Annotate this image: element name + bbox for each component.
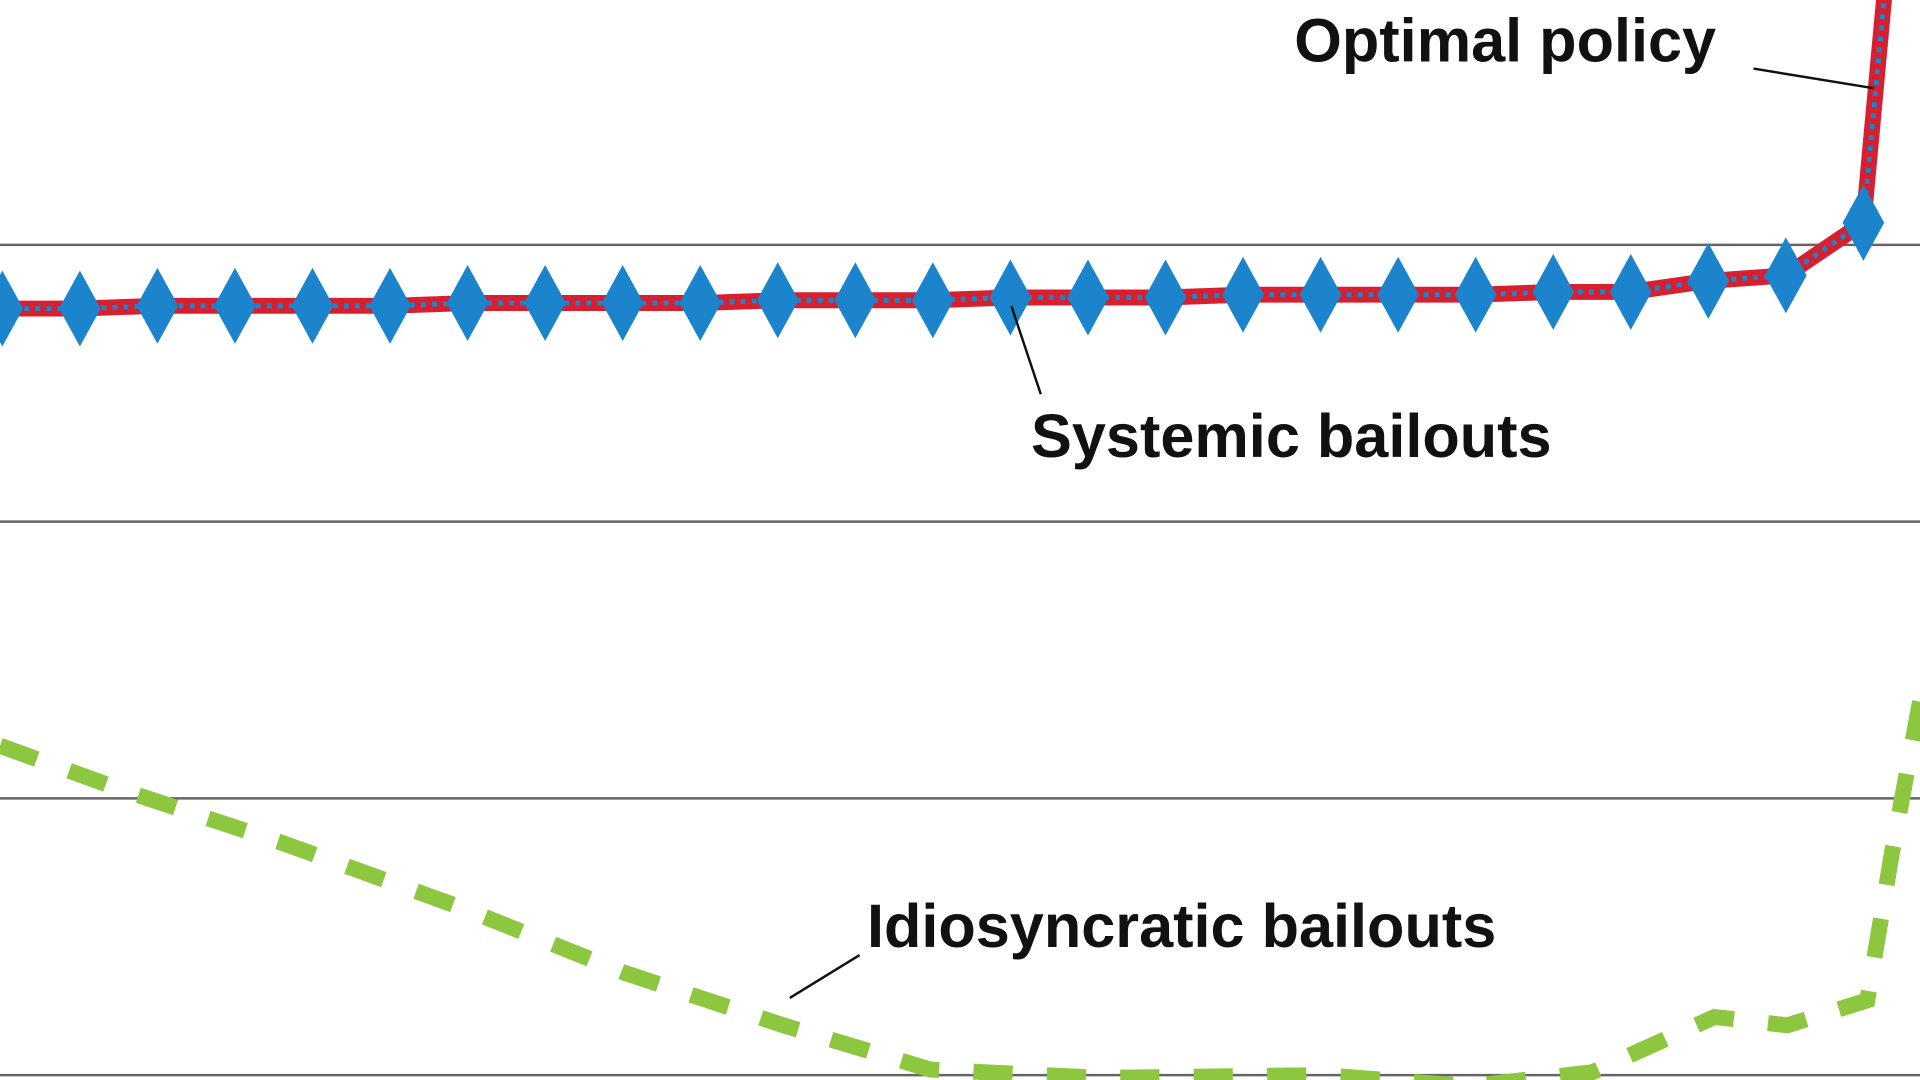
- marker: [369, 267, 411, 344]
- series-label: Optimal policy: [1294, 6, 1716, 74]
- marker: [1842, 184, 1885, 261]
- marker: [1067, 259, 1109, 336]
- marker: [446, 265, 489, 341]
- line: [0, 700, 1920, 1080]
- series-label: Systemic bailouts: [1031, 402, 1552, 470]
- marker: [1687, 242, 1730, 319]
- marker: [1377, 256, 1419, 333]
- marker: [912, 262, 954, 339]
- marker: [834, 262, 877, 339]
- marker: [136, 267, 179, 344]
- series-label: Idiosyncratic bailouts: [867, 892, 1496, 960]
- marker: [1454, 256, 1497, 333]
- marker: [291, 267, 334, 344]
- marker: [524, 265, 566, 341]
- marker: [0, 270, 24, 347]
- marker: [679, 265, 722, 341]
- marker: [1532, 253, 1575, 330]
- marker: [989, 259, 1032, 336]
- marker: [1609, 253, 1652, 330]
- leader-line: [1010, 305, 1042, 395]
- marker: [214, 267, 256, 344]
- marker: [756, 262, 799, 339]
- marker: [601, 265, 644, 341]
- marker: [1299, 256, 1342, 333]
- marker: [59, 270, 101, 347]
- marker: [1765, 237, 1807, 314]
- marker: [1222, 256, 1264, 333]
- leader-line: [1753, 67, 1874, 90]
- leader-line: [789, 954, 861, 1000]
- marker: [1144, 259, 1187, 336]
